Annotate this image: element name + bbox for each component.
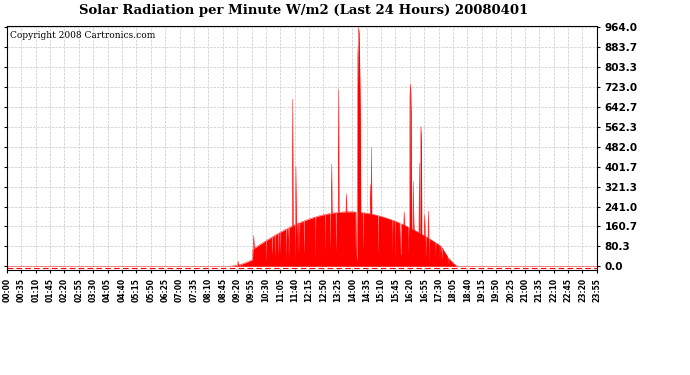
Text: Copyright 2008 Cartronics.com: Copyright 2008 Cartronics.com — [10, 31, 155, 40]
Text: Solar Radiation per Minute W/m2 (Last 24 Hours) 20080401: Solar Radiation per Minute W/m2 (Last 24… — [79, 4, 529, 17]
